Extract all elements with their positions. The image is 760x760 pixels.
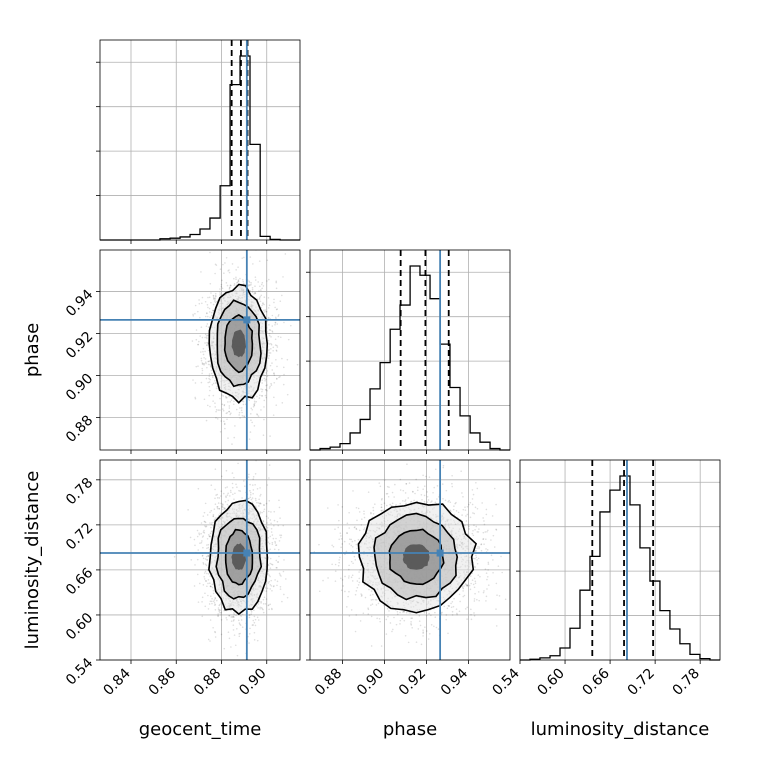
panel-0-0 xyxy=(96,39,301,244)
x-tick-label-phase-2: 0.92 xyxy=(396,666,429,699)
x-tick-label-luminosity_distance-0: 0.54 xyxy=(489,665,522,698)
panel-background xyxy=(100,250,300,450)
contour-line-0 xyxy=(357,501,478,614)
contour-line-1 xyxy=(216,299,262,388)
contour-line-0 xyxy=(208,283,269,404)
y-tick-label-luminosity_distance-3: 0.72 xyxy=(63,520,96,553)
contour-line-1 xyxy=(215,517,263,600)
contour-line-1 xyxy=(373,512,459,601)
x-tick-label-phase-0: 0.88 xyxy=(312,666,345,699)
x-axis-label-phase: phase xyxy=(383,719,437,740)
panel-frame xyxy=(99,459,301,661)
panel-frame xyxy=(309,249,511,451)
y-tick-label-phase-1: 0.90 xyxy=(63,371,96,404)
y-tick-label-luminosity_distance-4: 0.78 xyxy=(63,475,96,508)
truth-marker xyxy=(436,549,444,557)
x-tick-label-luminosity_distance-2: 0.66 xyxy=(580,665,613,698)
x-tick-label-luminosity_distance-4: 0.78 xyxy=(670,666,703,699)
histogram-phase xyxy=(310,265,510,451)
plot-layer: 0.84 0.86 0.88 0.90 0.88 0.90 0.92 0.94 0.54 0.60… xyxy=(63,39,721,699)
panel-2-1 xyxy=(306,459,511,664)
panel-frame xyxy=(519,459,721,661)
panel-frame xyxy=(99,39,301,241)
contour-line-0 xyxy=(208,499,269,616)
panel-background xyxy=(100,40,300,240)
density-fill xyxy=(357,501,478,614)
y-tick-label-luminosity_distance-1: 0.60 xyxy=(63,610,96,643)
panel-1-1 xyxy=(306,249,511,454)
x-tick-label-geocent_time-0: 0.84 xyxy=(100,665,133,698)
y-axis-label-luminosity_distance: luminosity_distance xyxy=(22,471,43,650)
x-tick-label-geocent_time-2: 0.88 xyxy=(191,666,224,699)
x-tick-label-geocent_time-1: 0.86 xyxy=(146,665,179,698)
x-axis-label-geocent_time: geocent_time xyxy=(139,719,262,740)
density-level-3 xyxy=(231,329,247,358)
panel-background xyxy=(520,460,720,660)
density-level-3 xyxy=(402,544,430,570)
x-axis-label-luminosity_distance: luminosity_distance xyxy=(531,719,710,740)
y-tick-label-phase-3: 0.94 xyxy=(63,287,96,320)
y-axis-label-phase: phase xyxy=(22,323,43,377)
contour-line-2 xyxy=(224,528,254,586)
density-level-3 xyxy=(231,543,247,571)
y-tick-label-phase-0: 0.88 xyxy=(63,413,96,446)
panel-frame xyxy=(309,459,511,661)
y-tick-label-luminosity_distance-0: 0.54 xyxy=(63,655,96,688)
x-tick-label-geocent_time-3: 0.90 xyxy=(236,666,269,699)
x-tick-label-phase-3: 0.94 xyxy=(438,665,471,698)
x-tick-label-luminosity_distance-3: 0.72 xyxy=(625,666,658,699)
y-tick-label-phase-2: 0.92 xyxy=(63,329,96,362)
x-tick-label-phase-1: 0.90 xyxy=(354,666,387,699)
panel-background xyxy=(100,460,300,660)
panel-2-2 xyxy=(516,459,721,664)
truth-marker xyxy=(243,316,251,324)
truth-marker xyxy=(243,549,251,557)
panel-frame xyxy=(99,249,301,451)
panel-2-0 xyxy=(96,459,301,664)
y-tick-label-luminosity_distance-2: 0.66 xyxy=(63,565,96,598)
density-fill xyxy=(208,499,269,616)
x-tick-label-luminosity_distance-1: 0.60 xyxy=(535,666,568,699)
histogram-luminosity_distance xyxy=(520,475,720,661)
contour-line-2 xyxy=(388,528,445,586)
panel-1-0 xyxy=(96,249,301,454)
